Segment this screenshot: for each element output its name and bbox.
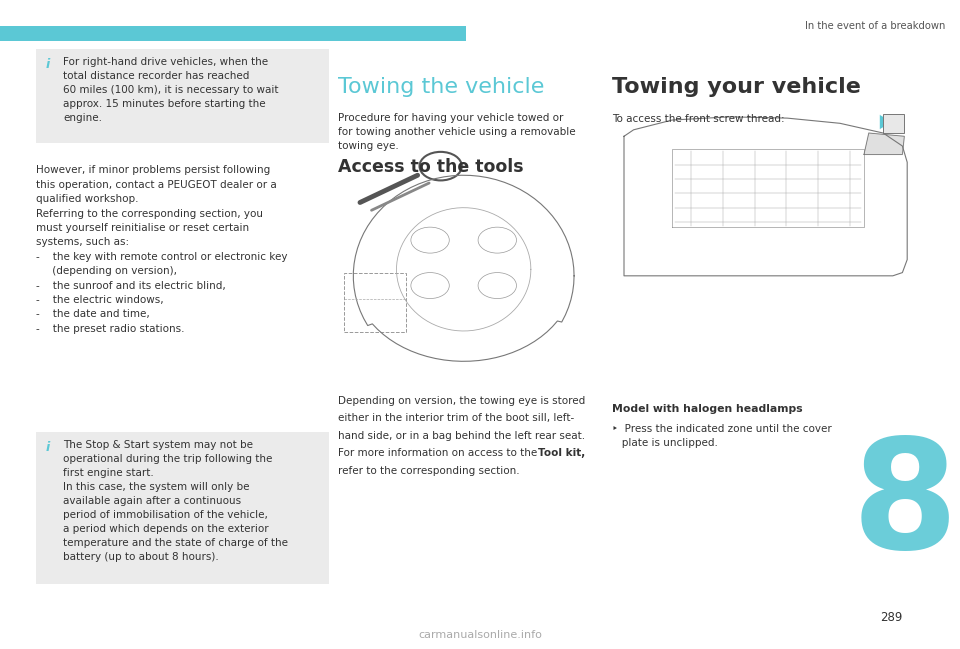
- Text: i: i: [46, 441, 50, 454]
- Bar: [344, 273, 406, 332]
- Text: However, if minor problems persist following
this operation, contact a PEUGEOT d: However, if minor problems persist follo…: [36, 165, 288, 334]
- Text: i: i: [46, 58, 50, 71]
- Text: 8: 8: [852, 432, 957, 581]
- Text: either in the interior trim of the boot sill, left-: either in the interior trim of the boot …: [338, 413, 574, 423]
- Text: Towing your vehicle: Towing your vehicle: [612, 77, 861, 97]
- Polygon shape: [879, 114, 893, 130]
- Text: To access the front screw thread:: To access the front screw thread:: [612, 114, 785, 124]
- Text: For right-hand drive vehicles, when the
total distance recorder has reached
60 m: For right-hand drive vehicles, when the …: [63, 57, 278, 123]
- Text: For more information on access to the: For more information on access to the: [338, 448, 540, 458]
- FancyBboxPatch shape: [36, 432, 329, 584]
- Polygon shape: [864, 133, 904, 154]
- Text: refer to the corresponding section.: refer to the corresponding section.: [338, 466, 519, 476]
- Bar: [883, 114, 904, 133]
- Text: Procedure for having your vehicle towed or
for towing another vehicle using a re: Procedure for having your vehicle towed …: [338, 113, 576, 151]
- Bar: [0, 26, 466, 40]
- Text: 289: 289: [879, 611, 902, 624]
- Text: Model with halogen headlamps: Model with halogen headlamps: [612, 404, 804, 413]
- Text: The Stop & Start system may not be
operational during the trip following the
fir: The Stop & Start system may not be opera…: [63, 440, 288, 562]
- Text: Towing the vehicle: Towing the vehicle: [338, 77, 544, 97]
- FancyBboxPatch shape: [36, 49, 329, 143]
- Text: Depending on version, the towing eye is stored: Depending on version, the towing eye is …: [338, 396, 586, 406]
- Text: In the event of a breakdown: In the event of a breakdown: [805, 21, 946, 31]
- Text: hand side, or in a bag behind the left rear seat.: hand side, or in a bag behind the left r…: [338, 431, 585, 441]
- Text: ‣  Press the indicated zone until the cover
   plate is unclipped.: ‣ Press the indicated zone until the cov…: [612, 424, 832, 448]
- Text: carmanualsonline.info: carmanualsonline.info: [418, 630, 542, 640]
- Text: Tool kit,: Tool kit,: [538, 448, 585, 458]
- Text: Access to the tools: Access to the tools: [338, 158, 523, 177]
